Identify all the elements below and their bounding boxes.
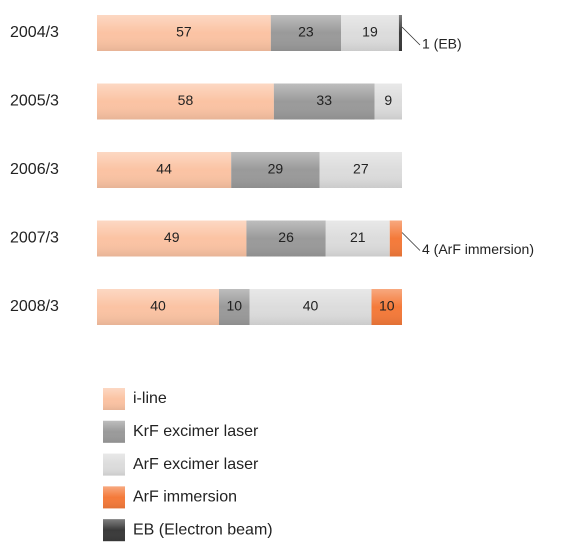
value-label: 58 (178, 92, 194, 108)
category-label: 2006/3 (10, 161, 59, 178)
value-label: 27 (353, 161, 369, 177)
legend-label: i-line (133, 390, 167, 407)
bar-shade (97, 289, 219, 325)
legend-label: ArF excimer laser (133, 456, 259, 473)
value-label: 4 (ArF immersion) (422, 241, 534, 257)
bar-shade (273, 83, 375, 120)
bar-shade (219, 289, 250, 325)
bar-shade (270, 15, 341, 51)
value-label: 1 (EB) (422, 36, 462, 52)
value-label: 57 (176, 24, 192, 40)
bar-shade (325, 220, 390, 257)
value-label: 40 (150, 298, 166, 314)
legend-label: EB (Electron beam) (133, 521, 273, 538)
value-label: 9 (384, 92, 392, 108)
category-label: 2005/3 (10, 93, 59, 110)
leader-line (401, 232, 421, 251)
value-label: 49 (164, 229, 180, 245)
bar-shade (398, 15, 402, 51)
leader-line (401, 26, 421, 46)
value-label: 33 (316, 92, 332, 108)
value-label: 19 (362, 24, 378, 40)
value-label: 10 (226, 298, 242, 314)
legend-shade (103, 486, 125, 509)
bar-shade (97, 152, 232, 188)
value-label: 40 (303, 298, 319, 314)
value-label: 26 (278, 229, 294, 245)
bar-shade (246, 220, 326, 257)
category-label: 2008/3 (10, 298, 59, 315)
category-label: 2007/3 (10, 230, 59, 247)
legend-shade (103, 388, 125, 410)
bar-shade (231, 152, 320, 188)
bar-shade (249, 289, 372, 325)
legend-shade (103, 519, 125, 542)
value-label: 44 (156, 161, 172, 177)
bar-shade (97, 15, 271, 51)
value-label: 10 (379, 298, 395, 314)
value-label: 21 (350, 229, 366, 245)
bar-shade (371, 289, 402, 325)
legend-label: KrF excimer laser (133, 423, 259, 440)
bar-shade (389, 220, 402, 257)
value-label: 23 (298, 24, 314, 40)
legend-shade (103, 453, 125, 476)
bar-shade (319, 152, 402, 188)
legend-label: ArF immersion (133, 489, 237, 506)
bar-shade (97, 220, 247, 257)
value-label: 29 (268, 161, 284, 177)
legend-shade (103, 420, 125, 443)
bar-shade (374, 83, 402, 120)
bar-shade (341, 15, 399, 51)
bar-shade (97, 83, 274, 120)
category-label: 2004/3 (10, 24, 59, 41)
